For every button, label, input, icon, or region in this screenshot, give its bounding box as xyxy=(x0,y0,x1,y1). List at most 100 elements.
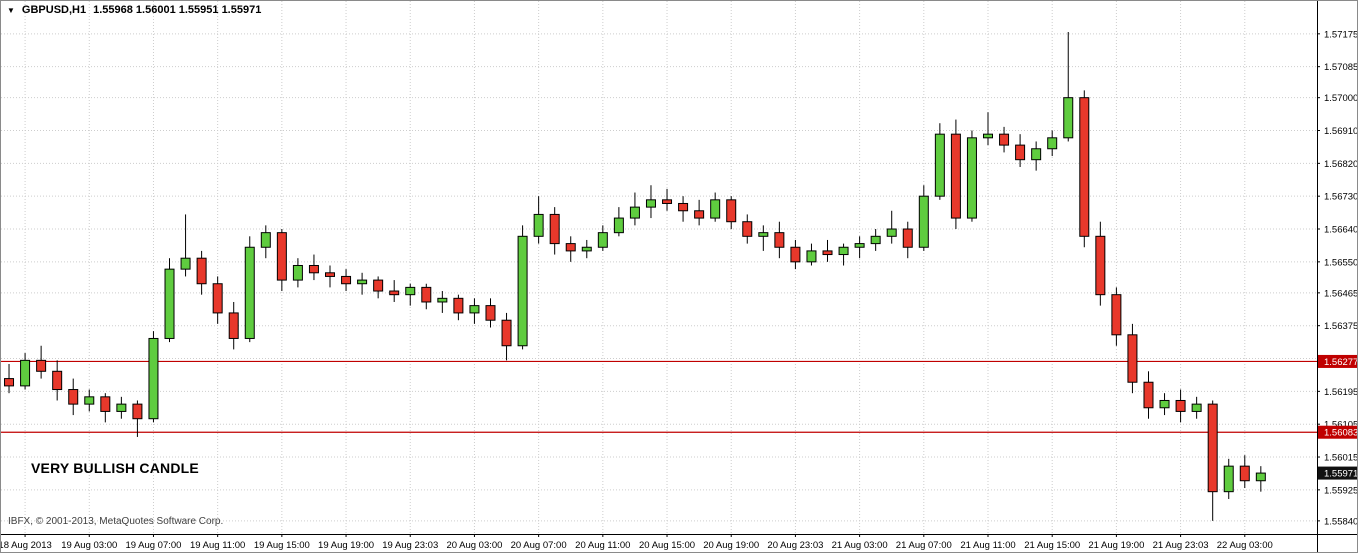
time-tick-label: 21 Aug 11:00 xyxy=(960,540,1015,551)
candle xyxy=(1191,396,1202,419)
price-tick-label: 1.56465 xyxy=(1324,288,1358,299)
candle xyxy=(983,112,993,146)
candle xyxy=(565,236,576,262)
candle xyxy=(726,196,737,230)
candle xyxy=(1175,389,1186,423)
candle xyxy=(116,396,127,419)
price-tick-label: 1.56820 xyxy=(1324,159,1358,170)
price-tick-label: 1.57175 xyxy=(1324,29,1358,40)
candle xyxy=(758,225,769,251)
time-tick-label: 20 Aug 19:00 xyxy=(703,540,759,551)
price-line-badge-label: 1.56277 xyxy=(1324,357,1358,368)
candle xyxy=(132,400,143,437)
symbol-timeframe-label: GBPUSD,H1 xyxy=(21,4,87,16)
candle xyxy=(710,192,721,222)
candle xyxy=(918,185,929,251)
time-tick-label: 21 Aug 15:00 xyxy=(1024,540,1080,551)
candle xyxy=(517,225,528,350)
candle xyxy=(774,221,785,259)
time-tick-label: 18 Aug 2013 xyxy=(1,540,52,551)
candle xyxy=(613,207,624,237)
candle xyxy=(1207,400,1218,521)
ohlc-values: 1.55968 1.56001 1.55951 1.55971 xyxy=(93,4,262,16)
candle xyxy=(325,265,335,288)
candle xyxy=(838,243,849,266)
candle xyxy=(966,130,977,222)
time-tick-label: 21 Aug 23:03 xyxy=(1153,540,1209,551)
current-price-badge-label: 1.55971 xyxy=(1324,469,1358,480)
candle xyxy=(1079,90,1090,248)
candle xyxy=(902,221,913,259)
symbol-dropdown-icon[interactable]: ▼ xyxy=(7,5,15,15)
time-tick-label: 20 Aug 07:00 xyxy=(511,540,567,551)
candle xyxy=(260,225,271,259)
candle xyxy=(533,196,544,244)
candle xyxy=(68,378,79,416)
candle xyxy=(389,280,400,302)
candle xyxy=(854,236,865,259)
price-tick-label: 1.55925 xyxy=(1324,485,1358,496)
candle xyxy=(228,301,239,350)
candle xyxy=(645,185,656,219)
candle xyxy=(629,192,640,226)
candle xyxy=(196,250,207,295)
time-tick-label: 19 Aug 19:00 xyxy=(318,540,374,551)
time-tick-label: 19 Aug 07:00 xyxy=(125,540,181,551)
time-tick-label: 19 Aug 23:03 xyxy=(382,540,438,551)
candle xyxy=(437,291,448,313)
candle xyxy=(4,363,15,394)
candle xyxy=(148,331,159,423)
time-tick-label: 20 Aug 23:03 xyxy=(767,540,823,551)
candle xyxy=(164,258,175,343)
candle xyxy=(999,126,1010,153)
candle xyxy=(1239,455,1250,489)
candle xyxy=(373,276,384,299)
price-line-badge xyxy=(1318,425,1357,439)
price-tick-label: 1.56730 xyxy=(1324,192,1358,203)
candle xyxy=(597,225,608,251)
candle xyxy=(357,272,368,295)
chart-annotation-text: VERY BULLISH CANDLE xyxy=(31,460,199,476)
candle xyxy=(52,360,63,401)
candle xyxy=(678,196,689,222)
time-tick-label: 21 Aug 03:00 xyxy=(832,540,888,551)
price-tick-label: 1.56195 xyxy=(1324,387,1358,398)
candle xyxy=(822,239,833,262)
candle xyxy=(886,210,897,244)
candle xyxy=(469,298,480,324)
candle xyxy=(405,283,416,306)
candle xyxy=(36,345,47,379)
candle xyxy=(1095,221,1106,306)
time-axis[interactable] xyxy=(1,534,1358,553)
price-axis[interactable] xyxy=(1317,1,1358,534)
candle xyxy=(1143,371,1154,419)
candle xyxy=(1223,458,1234,499)
candle xyxy=(1159,393,1170,416)
chart-header: ▼ GBPUSD,H1 1.55968 1.56001 1.55951 1.55… xyxy=(7,4,261,16)
price-tick-label: 1.56910 xyxy=(1324,126,1358,137)
candle xyxy=(1015,134,1026,167)
time-tick-label: 21 Aug 19:00 xyxy=(1088,540,1144,551)
price-tick-label: 1.57085 xyxy=(1324,62,1358,73)
price-tick-label: 1.56105 xyxy=(1324,420,1358,431)
candle xyxy=(870,229,881,251)
candle xyxy=(1111,287,1122,346)
time-tick-label: 20 Aug 11:00 xyxy=(575,540,630,551)
candle xyxy=(292,258,303,288)
candle xyxy=(581,239,592,259)
price-line-badge xyxy=(1318,354,1357,368)
candle xyxy=(421,283,432,310)
candle xyxy=(20,353,31,390)
candle xyxy=(84,389,95,412)
time-tick-label: 19 Aug 11:00 xyxy=(190,540,245,551)
candle xyxy=(1031,141,1042,171)
price-tick-label: 1.56375 xyxy=(1324,321,1358,332)
candle xyxy=(501,312,512,361)
candle xyxy=(212,276,223,324)
candle xyxy=(662,188,673,211)
time-tick-label: 22 Aug 03:00 xyxy=(1217,540,1273,551)
candle xyxy=(1047,130,1058,157)
candle xyxy=(485,298,496,328)
